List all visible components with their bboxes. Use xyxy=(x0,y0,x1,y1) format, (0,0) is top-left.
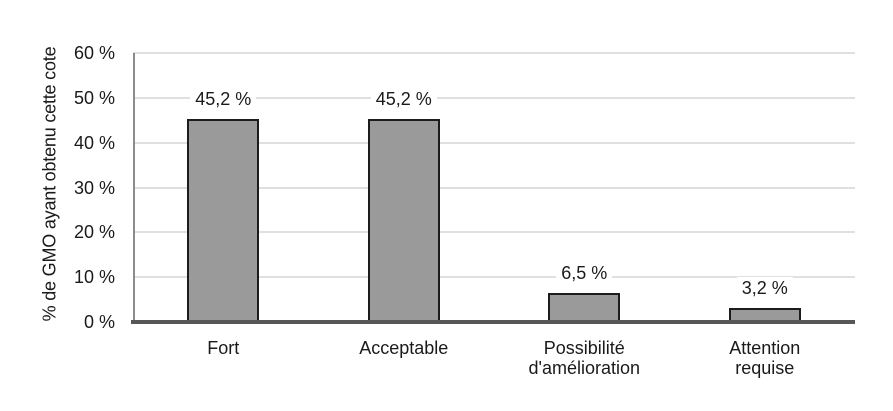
gridline-60 xyxy=(133,52,855,54)
value-label-0: 45,2 % xyxy=(190,88,257,111)
y-tick-label-5: 50 % xyxy=(73,87,115,108)
value-label-1: 45,2 % xyxy=(370,88,437,111)
category-label-0: Fort xyxy=(207,338,240,358)
gridline-10 xyxy=(133,276,855,279)
y-tick-label-2: 20 % xyxy=(73,222,115,243)
value-label-3: 3,2 % xyxy=(736,276,793,299)
category-label-2: Possibilité d'amélioration xyxy=(528,338,641,378)
y-axis-line xyxy=(133,53,135,322)
gridline-20 xyxy=(133,231,855,234)
category-label-3: Attention requise xyxy=(729,338,801,378)
bar-0 xyxy=(187,119,260,324)
gridline-50 xyxy=(133,96,855,99)
bar-1 xyxy=(367,119,440,324)
gridline-40 xyxy=(133,141,855,144)
y-tick-label-3: 30 % xyxy=(73,177,115,198)
x-axis-baseline xyxy=(131,320,855,324)
y-tick-label-4: 40 % xyxy=(73,132,115,153)
gridline-30 xyxy=(133,186,855,189)
y-tick-label-6: 60 % xyxy=(73,43,115,63)
y-tick-label-0: 0 % xyxy=(83,312,115,332)
category-label-1: Acceptable xyxy=(359,338,449,358)
value-label-2: 6,5 % xyxy=(556,261,613,284)
y-tick-label-1: 10 % xyxy=(73,267,115,288)
